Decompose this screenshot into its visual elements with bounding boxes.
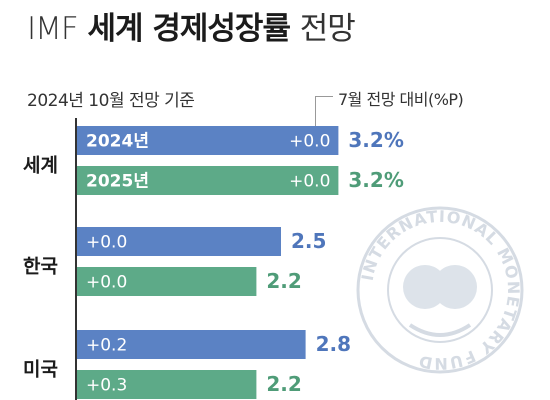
bar-change-label: +0.0 [289, 132, 330, 152]
bar-value-label: 3.2% [348, 168, 403, 192]
title-prefix: IMF [27, 11, 79, 47]
annotation-leader-line [315, 96, 333, 97]
category-label: 세계 [23, 155, 58, 177]
annotation-leader-drop [315, 96, 316, 126]
bar-value-label: 2.2 [266, 269, 301, 293]
bar [76, 126, 339, 155]
bar-value-label: 2.5 [291, 229, 326, 253]
category-label: 미국 [23, 359, 58, 381]
chart-subtitle: 2024년 10월 전망 기준 [27, 91, 195, 111]
title-main: 세계 경제성장률 [87, 11, 291, 47]
bar [76, 267, 257, 296]
change-annotation: 7월 전망 대비(%P) [338, 90, 464, 109]
bar [76, 227, 281, 256]
bar-year-label: 2024년 [86, 132, 149, 152]
bar-value-label: 2.8 [316, 332, 351, 356]
bar-change-label: +0.0 [86, 233, 127, 253]
title-suffix: 전망 [299, 11, 356, 47]
category-label: 한국 [23, 256, 58, 278]
imf-seal-watermark: INTERNATIONAL MONETARY FUND [356, 206, 524, 374]
bar-change-label: +0.2 [86, 336, 127, 356]
bar-value-label: 2.2 [266, 372, 301, 396]
bar-change-label: +0.0 [289, 172, 330, 192]
bar-year-label: 2025년 [86, 172, 149, 192]
bar-change-label: +0.0 [86, 273, 127, 293]
chart-title: IMF 세계 경제성장률 전망 [27, 11, 356, 47]
bar [76, 370, 257, 399]
bar [76, 166, 339, 195]
bar-value-label: 3.2% [348, 128, 403, 152]
bar [76, 330, 306, 359]
bar-change-label: +0.3 [86, 376, 127, 396]
